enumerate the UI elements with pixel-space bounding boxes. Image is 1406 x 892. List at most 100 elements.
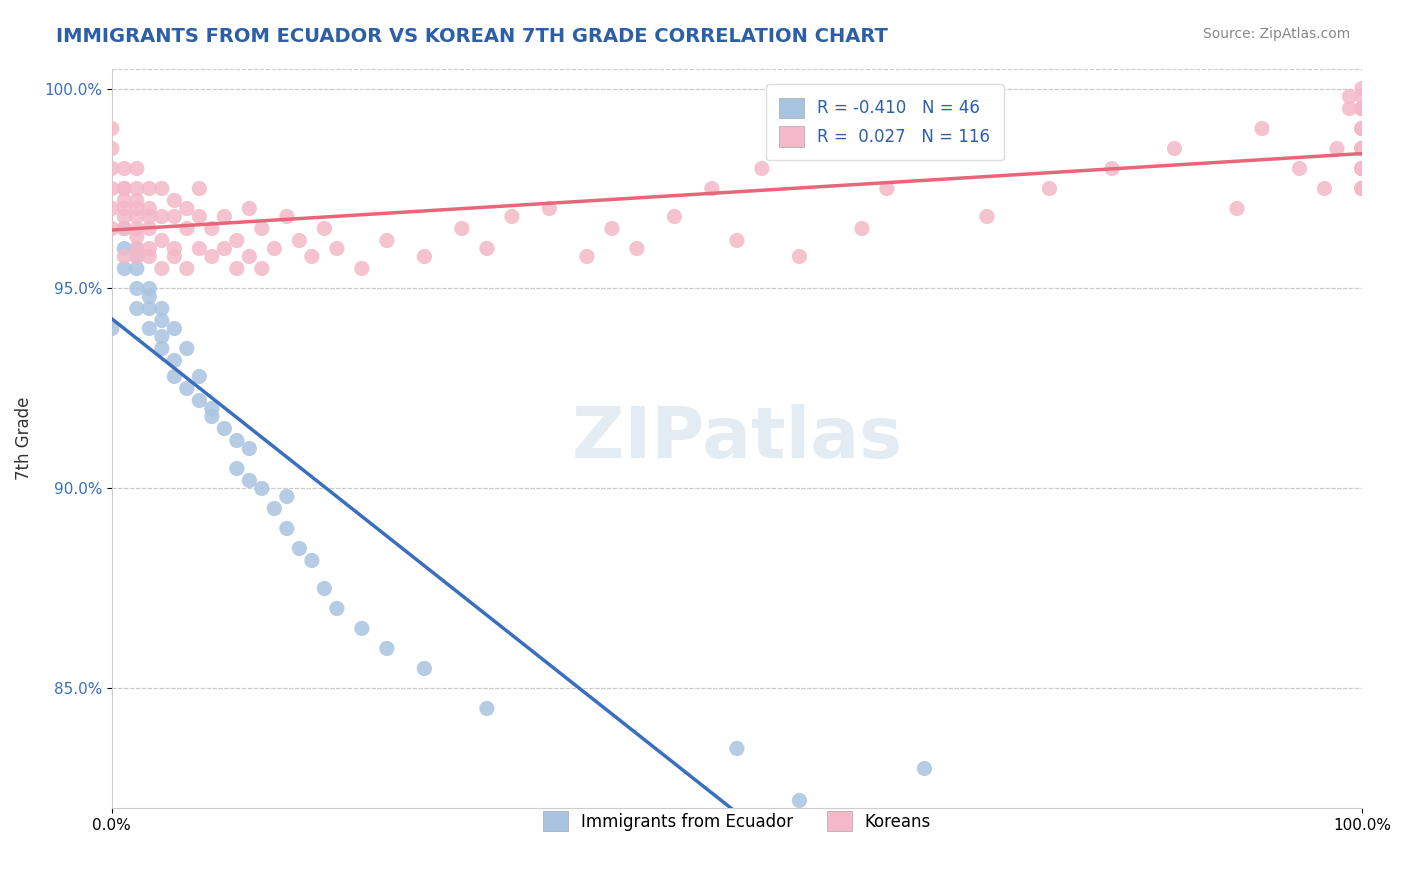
Point (176, 202, 198, 216)
Point (201, 409, 224, 424)
Point (1351, 181, 1374, 195)
Point (725, 234, 748, 248)
Point (138, 289, 160, 303)
Point (238, 250, 260, 264)
Point (314, 221, 336, 235)
Point (112, 181, 135, 195)
Point (112, 221, 135, 235)
Point (288, 541, 311, 556)
Point (250, 261, 273, 276)
Point (163, 353, 186, 368)
Point (876, 181, 898, 195)
Point (138, 202, 160, 216)
Point (150, 234, 173, 248)
Point (138, 281, 160, 295)
Point (288, 234, 311, 248)
Point (138, 242, 160, 256)
Point (626, 242, 648, 256)
Point (101, 161, 124, 176)
Point (1351, 81, 1374, 95)
Point (125, 281, 148, 295)
Point (125, 210, 148, 224)
Point (375, 641, 398, 656)
Point (225, 261, 247, 276)
Point (789, 793, 811, 807)
Point (1351, 102, 1374, 116)
Point (301, 250, 323, 264)
Point (1313, 181, 1336, 195)
Point (575, 250, 598, 264)
Point (276, 210, 298, 224)
Point (138, 210, 160, 224)
Point (176, 221, 198, 235)
Point (263, 501, 285, 516)
Point (188, 369, 211, 384)
Point (1351, 102, 1374, 116)
Point (1351, 161, 1374, 176)
Point (976, 210, 998, 224)
Point (1351, 141, 1374, 155)
Point (150, 210, 173, 224)
Point (1351, 141, 1374, 155)
Point (125, 221, 148, 235)
Text: IMMIGRANTS FROM ECUADOR VS KOREAN 7TH GRADE CORRELATION CHART: IMMIGRANTS FROM ECUADOR VS KOREAN 7TH GR… (56, 27, 889, 45)
Point (176, 261, 198, 276)
Point (176, 342, 198, 356)
Point (101, 121, 124, 136)
Point (912, 121, 935, 136)
Point (163, 369, 186, 384)
Point (451, 221, 474, 235)
Point (176, 382, 198, 396)
Point (238, 474, 260, 488)
Point (1339, 89, 1361, 103)
Point (326, 601, 349, 615)
Point (150, 313, 173, 327)
Point (188, 242, 211, 256)
Point (163, 250, 186, 264)
Legend: Immigrants from Ecuador, Koreans: Immigrants from Ecuador, Koreans (530, 797, 945, 845)
Point (163, 210, 186, 224)
Point (1351, 141, 1374, 155)
Y-axis label: 7th Grade: 7th Grade (15, 397, 32, 480)
Point (1339, 102, 1361, 116)
Point (188, 181, 211, 195)
Point (1101, 161, 1123, 176)
Point (1038, 181, 1060, 195)
Point (214, 242, 236, 256)
Point (1351, 181, 1374, 195)
Point (125, 250, 148, 264)
Point (276, 490, 298, 504)
Point (125, 301, 148, 316)
Point (1351, 89, 1374, 103)
Point (125, 242, 148, 256)
Point (1163, 141, 1185, 155)
Text: ZIPat⁠las: ZIPat⁠las (572, 404, 903, 473)
Point (1288, 161, 1310, 176)
Point (1226, 202, 1249, 216)
Point (101, 321, 124, 335)
Point (201, 250, 224, 264)
Point (1351, 161, 1374, 176)
Point (125, 242, 148, 256)
Point (163, 194, 186, 208)
Point (664, 210, 686, 224)
Point (112, 181, 135, 195)
Point (350, 622, 373, 636)
Point (1351, 102, 1374, 116)
Point (163, 242, 186, 256)
Point (1351, 181, 1374, 195)
Point (1351, 102, 1374, 116)
Point (1351, 181, 1374, 195)
Point (112, 202, 135, 216)
Point (1351, 161, 1374, 176)
Point (112, 242, 135, 256)
Point (101, 181, 124, 195)
Point (1351, 161, 1374, 176)
Point (1351, 121, 1374, 136)
Point (138, 250, 160, 264)
Point (214, 421, 236, 435)
Point (138, 321, 160, 335)
Point (501, 210, 523, 224)
Point (150, 261, 173, 276)
Point (1351, 121, 1374, 136)
